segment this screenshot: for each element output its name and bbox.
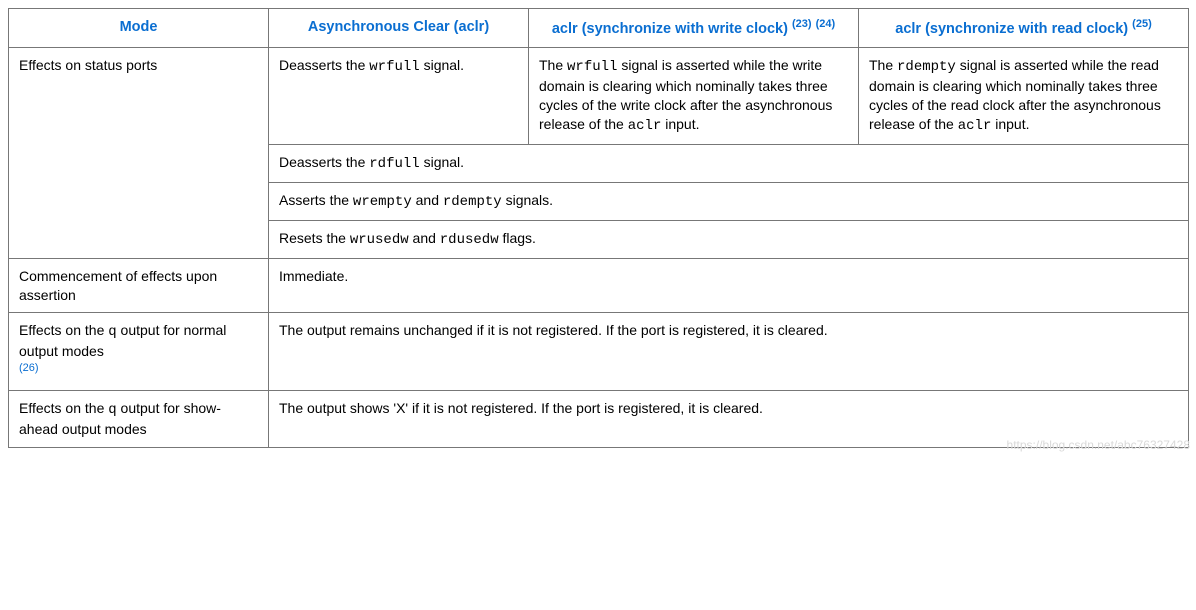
col-header-mode: Mode [9, 9, 269, 48]
cell-q-showahead-desc: The output shows 'X' if it is not regist… [269, 390, 1189, 447]
footnote-ref-23[interactable]: (23) [792, 18, 812, 30]
text: Resets the [279, 230, 350, 246]
text: and [409, 230, 440, 246]
table-row: Effects on the q output for show-ahead o… [9, 390, 1189, 447]
aclr-modes-table: Mode Asynchronous Clear (aclr) aclr (syn… [8, 8, 1189, 448]
table-row: Effects on status ports Deasserts the wr… [9, 48, 1189, 145]
text: signals. [502, 192, 553, 208]
text: input. [661, 116, 699, 132]
code-q: q [108, 324, 116, 340]
cell-immediate: Immediate. [269, 258, 1189, 313]
cell-mode-status-ports: Effects on status ports [9, 48, 269, 258]
code-rdusedw: rdusedw [440, 232, 499, 248]
footnote-ref-24[interactable]: (24) [816, 18, 836, 30]
text: flags. [499, 230, 536, 246]
cell-aclr-read-desc: The rdempty signal is asserted while the… [859, 48, 1189, 145]
cell-mode-q-normal: Effects on the q output for normal outpu… [9, 313, 269, 390]
col-header-aclr-write: aclr (synchronize with write clock) (23)… [529, 9, 859, 48]
col-header-aclr: Asynchronous Clear (aclr) [269, 9, 529, 48]
text: Deasserts the [279, 57, 369, 73]
cell-mode-commencement: Commencement of effects upon assertion [9, 258, 269, 313]
text: The [539, 57, 567, 73]
text: signal. [420, 57, 464, 73]
text: signal. [420, 154, 464, 170]
text: and [412, 192, 443, 208]
cell-q-normal-desc: The output remains unchanged if it is no… [269, 313, 1189, 390]
cell-rdfull: Deasserts the rdfull signal. [269, 144, 1189, 182]
cell-wrusedw-rdusedw: Resets the wrusedw and rdusedw flags. [269, 220, 1189, 258]
table-row: Commencement of effects upon assertion I… [9, 258, 1189, 313]
text: Asserts the [279, 192, 353, 208]
code-wrfull: wrfull [369, 59, 419, 75]
text: Deasserts the [279, 154, 369, 170]
cell-aclr-write-desc: The wrfull signal is asserted while the … [529, 48, 859, 145]
col-header-aclr-read: aclr (synchronize with read clock) (25) [859, 9, 1189, 48]
table-row: Effects on the q output for normal outpu… [9, 313, 1189, 390]
cell-mode-q-showahead: Effects on the q output for show-ahead o… [9, 390, 269, 447]
code-wrfull: wrfull [567, 59, 617, 75]
text: The [869, 57, 897, 73]
text: Effects on the [19, 322, 108, 338]
code-aclr: aclr [958, 118, 992, 134]
cell-wrempty-rdempty: Asserts the wrempty and rdempty signals. [269, 182, 1189, 220]
code-rdfull: rdfull [369, 156, 419, 172]
code-wrempty: wrempty [353, 194, 412, 210]
footnote-ref-25[interactable]: (25) [1132, 18, 1152, 30]
code-rdempty: rdempty [897, 59, 956, 75]
footnote-ref-26[interactable]: (26) [19, 362, 39, 374]
text: input. [991, 116, 1029, 132]
header-text: aclr (synchronize with write clock) [552, 21, 792, 37]
code-wrusedw: wrusedw [350, 232, 409, 248]
code-aclr: aclr [628, 118, 662, 134]
text: Effects on the [19, 400, 108, 416]
code-rdempty: rdempty [443, 194, 502, 210]
code-q: q [108, 402, 116, 418]
table-header-row: Mode Asynchronous Clear (aclr) aclr (syn… [9, 9, 1189, 48]
cell-aclr-wrfull: Deasserts the wrfull signal. [269, 48, 529, 145]
header-text: aclr (synchronize with read clock) [895, 21, 1132, 37]
